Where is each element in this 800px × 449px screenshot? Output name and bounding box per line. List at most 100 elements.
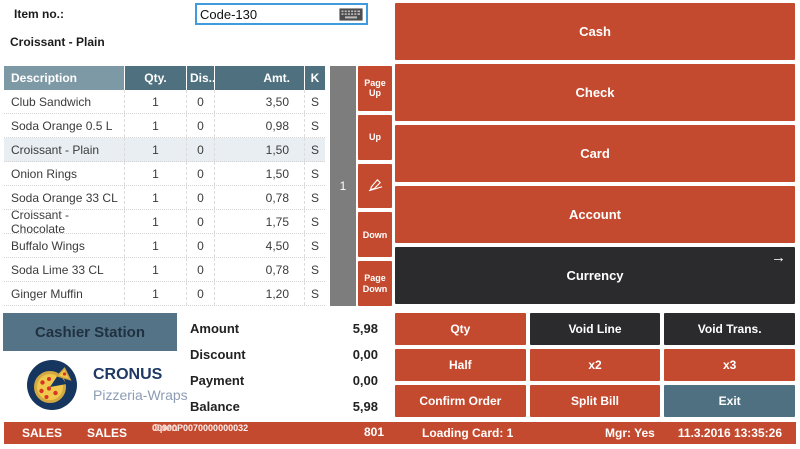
table-row[interactable]: Croissant - Chocolate 1 0 1,75 S — [4, 208, 325, 236]
cell-amount: 1,20 — [215, 282, 305, 305]
col-header-k: K — [305, 66, 325, 90]
page-up-button[interactable]: Page Up — [358, 66, 392, 111]
cell-qty: 1 — [125, 258, 187, 281]
table-row-selected[interactable]: Croissant - Plain 1 0 1,50 S — [4, 138, 325, 162]
amount-row: Amount 5,98 — [190, 315, 378, 341]
cell-description: Club Sandwich — [4, 90, 125, 113]
signature-pen-icon — [368, 177, 383, 194]
payment-row: Payment 0,00 — [190, 367, 378, 393]
cell-k: S — [310, 94, 319, 109]
status-loading-card: Loading Card: 1 — [422, 426, 514, 440]
table-row[interactable]: Buffalo Wings 1 0 4,50 S — [4, 234, 325, 258]
confirm-order-button[interactable]: Confirm Order — [395, 385, 526, 417]
balance-row: Balance 5,98 — [190, 393, 378, 419]
cell-discount: 0 — [187, 282, 215, 305]
page-down-button[interactable]: Page Down — [358, 261, 392, 306]
keyboard-icon[interactable] — [339, 7, 363, 21]
discount-value: 0,00 — [352, 346, 378, 362]
cell-amount: 1,50 — [215, 162, 305, 185]
currency-button-label: Currency — [566, 268, 624, 283]
payment-label: Payment — [190, 372, 245, 388]
payment-buttons: Cash Check Card Account Currency → — [395, 3, 795, 304]
table-row[interactable]: Club Sandwich 1 0 3,50 S — [4, 90, 325, 114]
cell-k: S — [310, 166, 319, 181]
status-staff: SALES — [87, 426, 128, 440]
pizza-logo-icon — [27, 360, 77, 410]
cell-qty: 1 — [125, 138, 187, 161]
brand-name: CRONUS — [93, 366, 163, 383]
col-header-discount: Dis... — [187, 66, 219, 90]
cell-k: S — [310, 262, 319, 277]
qty-button[interactable]: Qty — [395, 313, 526, 345]
status-store: SALES — [22, 426, 63, 440]
selected-item-name: Croissant - Plain — [10, 35, 105, 49]
card-button[interactable]: Card — [395, 125, 795, 182]
table-row[interactable]: Onion Rings 1 0 1,50 S — [4, 162, 325, 186]
down-button[interactable]: Down — [358, 212, 392, 258]
cell-discount: 0 — [187, 258, 215, 281]
cell-amount: 3,50 — [215, 90, 305, 113]
cell-qty: 1 — [125, 90, 187, 113]
table-row[interactable]: Soda Orange 0.5 L 1 0 0,98 S — [4, 114, 325, 138]
cell-description: Onion Rings — [4, 162, 125, 185]
account-button[interactable]: Account — [395, 186, 795, 243]
cell-qty: 1 — [125, 162, 187, 185]
up-button[interactable]: Up — [358, 114, 392, 160]
cell-amount: 0,78 — [215, 258, 305, 281]
cell-discount: 0 — [187, 162, 215, 185]
cell-amount: 1,50 — [215, 138, 305, 161]
receipt-state: Open — [152, 423, 178, 434]
x2-button[interactable]: x2 — [529, 349, 661, 381]
void-trans-button[interactable]: Void Trans. — [664, 313, 795, 345]
discount-label: Discount — [190, 346, 246, 362]
table-row[interactable]: Soda Orange 33 CL 1 0 0,78 S — [4, 186, 325, 210]
cash-button[interactable]: Cash — [395, 3, 795, 60]
cell-k: S — [310, 190, 319, 205]
cell-k: S — [310, 118, 319, 133]
cell-discount: 0 — [187, 186, 215, 209]
receipt-number: 00000P0070000000032 — [152, 423, 249, 433]
void-line-button[interactable]: Void Line — [529, 313, 661, 345]
item-no-input[interactable] — [197, 6, 339, 22]
table-row[interactable]: Ginger Muffin 1 0 1,20 S — [4, 282, 325, 306]
table-row[interactable]: Soda Lime 33 CL 1 0 0,78 S — [4, 258, 325, 282]
split-bill-button[interactable]: Split Bill — [529, 385, 661, 417]
cell-description: Ginger Muffin — [4, 282, 125, 305]
list-nav-buttons: Page Up Up Down Page Down — [358, 66, 392, 306]
status-datetime: 11.3.2016 13:35:26 — [677, 426, 782, 440]
cell-qty: 1 — [125, 234, 187, 257]
cell-discount: 0 — [187, 138, 215, 161]
arrow-right-icon: → — [771, 249, 786, 266]
cell-k: S — [310, 214, 319, 229]
status-bar: SALES SALES 00000P0070000000032 Open 801… — [4, 422, 796, 444]
x3-button[interactable]: x3 — [664, 349, 795, 381]
cashier-station-button[interactable]: Cashier Station — [3, 313, 177, 351]
check-button[interactable]: Check — [395, 64, 795, 121]
cell-qty: 1 — [125, 282, 187, 305]
signature-pen-button[interactable] — [358, 163, 392, 209]
receipt-table-header: Description Qty. Dis... Amt. K — [4, 66, 325, 90]
cell-qty: 1 — [125, 114, 187, 137]
item-no-field-wrap — [195, 3, 368, 25]
cell-qty: 1 — [125, 210, 187, 233]
cell-amount: 0,78 — [215, 186, 305, 209]
cell-discount: 0 — [187, 234, 215, 257]
function-buttons: Qty Void Line Void Trans. Half x2 x3 Con… — [395, 313, 795, 417]
brand-subtitle: Pizzeria-Wraps — [93, 387, 188, 403]
balance-label: Balance — [190, 398, 240, 414]
cell-description: Soda Orange 0.5 L — [4, 114, 125, 137]
col-header-description: Description — [4, 66, 125, 90]
balance-value: 5,98 — [352, 398, 378, 414]
status-register: 801 — [363, 425, 384, 439]
cell-discount: 0 — [187, 210, 215, 233]
exit-button[interactable]: Exit — [664, 385, 795, 417]
cell-description: Croissant - Plain — [4, 138, 125, 161]
col-header-qty: Qty. — [125, 66, 187, 90]
cell-qty: 1 — [125, 186, 187, 209]
half-button[interactable]: Half — [395, 349, 526, 381]
status-manager: Mgr: Yes — [605, 426, 655, 440]
cell-k: S — [310, 286, 319, 301]
currency-button[interactable]: Currency → — [395, 247, 795, 304]
totals-panel: Amount 5,98 Discount 0,00 Payment 0,00 B… — [190, 315, 378, 419]
